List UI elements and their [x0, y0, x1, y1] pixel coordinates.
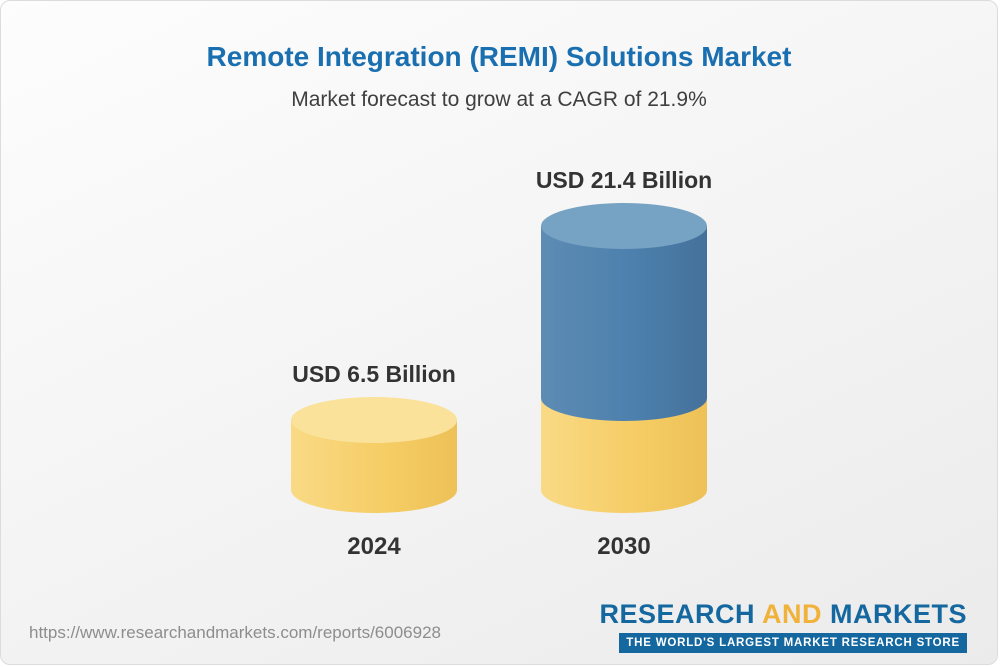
- cylinder-top-2030: [541, 203, 707, 249]
- page-title: Remote Integration (REMI) Solutions Mark…: [206, 41, 792, 72]
- logo-tagline: THE WORLD'S LARGEST MARKET RESEARCH STOR…: [619, 633, 967, 653]
- logo-wordmark: RESEARCH AND MARKETS: [599, 599, 967, 630]
- value-label-2024: USD 6.5 Billion: [292, 361, 456, 387]
- cylinder-body-2030-growth-segment: [541, 226, 707, 421]
- bar-cylinder-2030: [541, 203, 707, 513]
- category-label-2030: 2030: [597, 533, 651, 560]
- source-url-link[interactable]: https://www.researchandmarkets.com/repor…: [29, 623, 441, 642]
- category-label-2024: 2024: [347, 533, 401, 560]
- page-subtitle: Market forecast to grow at a CAGR of 21.…: [291, 88, 707, 111]
- research-and-markets-logo: RESEARCH AND MARKETS THE WORLD'S LARGEST…: [599, 599, 967, 653]
- logo-word-markets: MARKETS: [822, 599, 967, 629]
- logo-word-and: AND: [762, 599, 822, 629]
- value-label-2030: USD 21.4 Billion: [535, 167, 713, 193]
- logo-word-research: RESEARCH: [599, 599, 762, 629]
- cylinder-top-2024: [291, 397, 457, 443]
- bar-cylinder-2024: [291, 397, 457, 513]
